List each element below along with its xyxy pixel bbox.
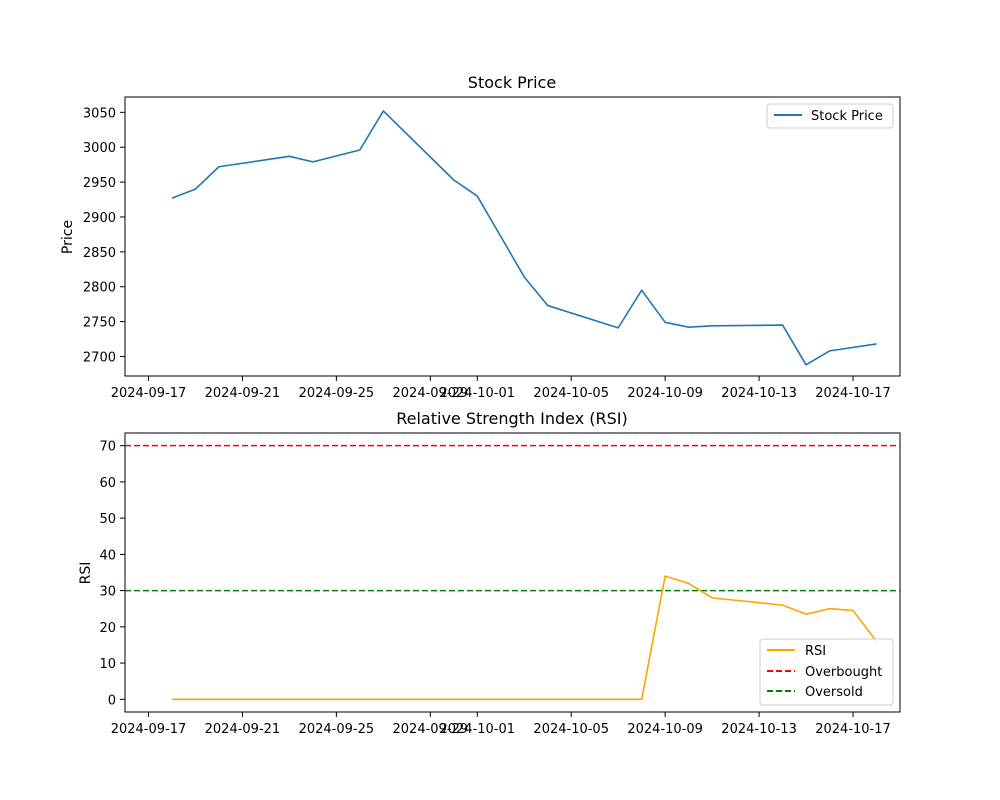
stock-price-xtick-label: 2024-10-17	[815, 386, 891, 401]
rsi-legend: RSI Overbought Oversold	[759, 638, 894, 706]
rsi-xtick-label: 2024-09-25	[299, 722, 375, 737]
rsi-threshold-lines	[125, 444, 900, 592]
rsi-title: Relative Strength Index (RSI)	[396, 409, 628, 428]
stock-price-title: Stock Price	[468, 73, 556, 92]
rsi-xtick-label: 2024-10-05	[533, 722, 609, 737]
rsi-ytick-label: 20	[99, 621, 116, 636]
rsi-legend-label-rsi: RSI	[805, 644, 826, 659]
rsi-xtick-label: 2024-09-17	[111, 722, 187, 737]
rsi-ytick-label: 70	[99, 440, 116, 455]
stock-price-ytick-label: 3050	[83, 106, 116, 121]
rsi-xtick-label: 2024-10-17	[815, 722, 891, 737]
stock-price-ytick-label: 2950	[83, 176, 116, 191]
rsi-series	[171, 575, 878, 701]
rsi-xtick-label: 2024-10-09	[627, 722, 703, 737]
rsi-ylabel: RSI	[78, 562, 94, 585]
stock-price-series-line	[171, 110, 877, 366]
stock-price-yticks: 2700 2750 2800 2850 2900 2950 3000 3050	[83, 106, 125, 365]
rsi-xtick-label: 2024-09-29	[393, 722, 469, 737]
rsi-ytick-label: 0	[108, 693, 116, 708]
stock-price-xtick-label: 2024-09-21	[205, 386, 281, 401]
stock-price-ytick-label: 2750	[83, 316, 116, 331]
stock-price-legend: Stock Price	[766, 103, 894, 129]
rsi-xticks: 2024-09-17 2024-09-21 2024-09-25 2024-09-29…	[111, 712, 891, 737]
stock-price-legend-box	[766, 103, 894, 129]
stock-price-axes-frame	[124, 96, 901, 377]
stock-price-xtick-label: 2024-10-05	[533, 386, 609, 401]
stock-price-legend-label: Stock Price	[811, 109, 883, 124]
stock-price-ytick-label: 2900	[83, 211, 116, 226]
rsi-yticks: 0 10 20 30 40 50 60 70	[99, 440, 125, 708]
rsi-ytick-label: 30	[99, 585, 116, 600]
stock-price-ytick-label: 2850	[83, 246, 116, 261]
stock-price-xtick-label: 2024-09-25	[299, 386, 375, 401]
rsi-plot-area: 2024-09-17 2024-09-21 2024-09-25 2024-09-29…	[99, 432, 901, 737]
stock-price-xtick-label: 2024-10-13	[721, 386, 797, 401]
rsi-axes-frame	[124, 432, 901, 713]
rsi-series-line	[171, 575, 878, 701]
stock-price-xtick-label: 2024-10-09	[627, 386, 703, 401]
stock-price-ytick-label: 2700	[83, 350, 116, 365]
rsi-ytick-label: 50	[99, 512, 116, 527]
stock-price-xtick-label: 2024-10-01	[439, 386, 515, 401]
rsi-xtick-label: 2024-09-21	[205, 722, 281, 737]
rsi-legend-label-overbought: Overbought	[805, 665, 882, 680]
rsi-panel: Relative Strength Index (RSI) RSI 2024-0…	[78, 409, 901, 737]
stock-price-ylabel: Price	[60, 220, 76, 254]
stock-price-plot-area: 2024-09-17 2024-09-21 2024-09-25 2024-09-29…	[83, 96, 901, 401]
rsi-ytick-label: 10	[99, 657, 116, 672]
rsi-xtick-label: 2024-10-13	[721, 722, 797, 737]
rsi-ytick-label: 40	[99, 548, 116, 563]
stock-price-xtick-label: 2024-09-17	[111, 386, 187, 401]
rsi-legend-box	[759, 638, 894, 706]
stock-price-xticks: 2024-09-17 2024-09-21 2024-09-25 2024-09-29…	[111, 376, 891, 401]
rsi-legend-label-oversold: Oversold	[805, 685, 863, 700]
stock-price-series	[171, 110, 877, 366]
rsi-xtick-label: 2024-10-01	[439, 722, 515, 737]
stock-price-xtick-label: 2024-09-29	[393, 386, 469, 401]
stock-price-panel: Stock Price Price 2024-09-17 2024-09-21 20…	[60, 73, 901, 401]
stock-price-ytick-label: 3000	[83, 141, 116, 156]
stock-price-ytick-label: 2800	[83, 281, 116, 296]
rsi-ytick-label: 60	[99, 476, 116, 491]
